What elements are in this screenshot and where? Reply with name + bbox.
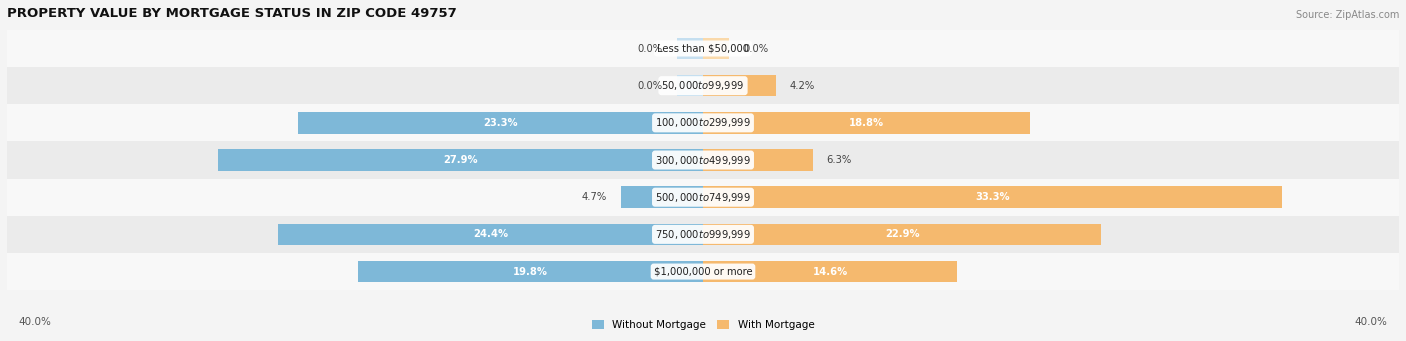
Bar bbox=[298, 112, 703, 134]
Text: Source: ZipAtlas.com: Source: ZipAtlas.com bbox=[1295, 10, 1399, 20]
Bar bbox=[7, 142, 1399, 179]
Text: 6.3%: 6.3% bbox=[827, 155, 852, 165]
Text: $750,000 to $999,999: $750,000 to $999,999 bbox=[655, 228, 751, 241]
Text: 40.0%: 40.0% bbox=[1355, 317, 1388, 327]
Text: 14.6%: 14.6% bbox=[813, 267, 848, 277]
Bar bbox=[621, 187, 703, 208]
Bar bbox=[676, 75, 703, 97]
Bar bbox=[7, 104, 1399, 142]
Bar bbox=[7, 216, 1399, 253]
Text: $300,000 to $499,999: $300,000 to $499,999 bbox=[655, 153, 751, 166]
Text: $1,000,000 or more: $1,000,000 or more bbox=[654, 267, 752, 277]
Text: 4.2%: 4.2% bbox=[790, 81, 815, 91]
Text: 19.8%: 19.8% bbox=[513, 267, 548, 277]
Legend: Without Mortgage, With Mortgage: Without Mortgage, With Mortgage bbox=[588, 316, 818, 334]
Bar bbox=[703, 224, 1101, 245]
Text: 0.0%: 0.0% bbox=[638, 44, 664, 54]
Text: $500,000 to $749,999: $500,000 to $749,999 bbox=[655, 191, 751, 204]
Bar bbox=[703, 75, 776, 97]
Bar bbox=[359, 261, 703, 282]
Bar bbox=[278, 224, 703, 245]
Text: 33.3%: 33.3% bbox=[976, 192, 1010, 202]
Text: 24.4%: 24.4% bbox=[474, 229, 508, 239]
Text: 0.0%: 0.0% bbox=[742, 44, 768, 54]
Bar bbox=[703, 261, 957, 282]
Text: $50,000 to $99,999: $50,000 to $99,999 bbox=[661, 79, 745, 92]
Bar bbox=[703, 187, 1282, 208]
Bar bbox=[703, 149, 813, 171]
Bar bbox=[703, 112, 1031, 134]
Bar bbox=[703, 38, 730, 59]
Text: Less than $50,000: Less than $50,000 bbox=[657, 44, 749, 54]
Bar bbox=[7, 179, 1399, 216]
Text: 4.7%: 4.7% bbox=[582, 192, 607, 202]
Bar bbox=[218, 149, 703, 171]
Text: 0.0%: 0.0% bbox=[638, 81, 664, 91]
Text: 23.3%: 23.3% bbox=[484, 118, 517, 128]
Text: 18.8%: 18.8% bbox=[849, 118, 884, 128]
Text: 40.0%: 40.0% bbox=[18, 317, 51, 327]
Text: 22.9%: 22.9% bbox=[884, 229, 920, 239]
Text: PROPERTY VALUE BY MORTGAGE STATUS IN ZIP CODE 49757: PROPERTY VALUE BY MORTGAGE STATUS IN ZIP… bbox=[7, 7, 457, 20]
Bar bbox=[7, 30, 1399, 67]
Text: 27.9%: 27.9% bbox=[443, 155, 478, 165]
Bar bbox=[7, 253, 1399, 290]
Text: $100,000 to $299,999: $100,000 to $299,999 bbox=[655, 116, 751, 129]
Bar bbox=[7, 67, 1399, 104]
Bar bbox=[676, 38, 703, 59]
